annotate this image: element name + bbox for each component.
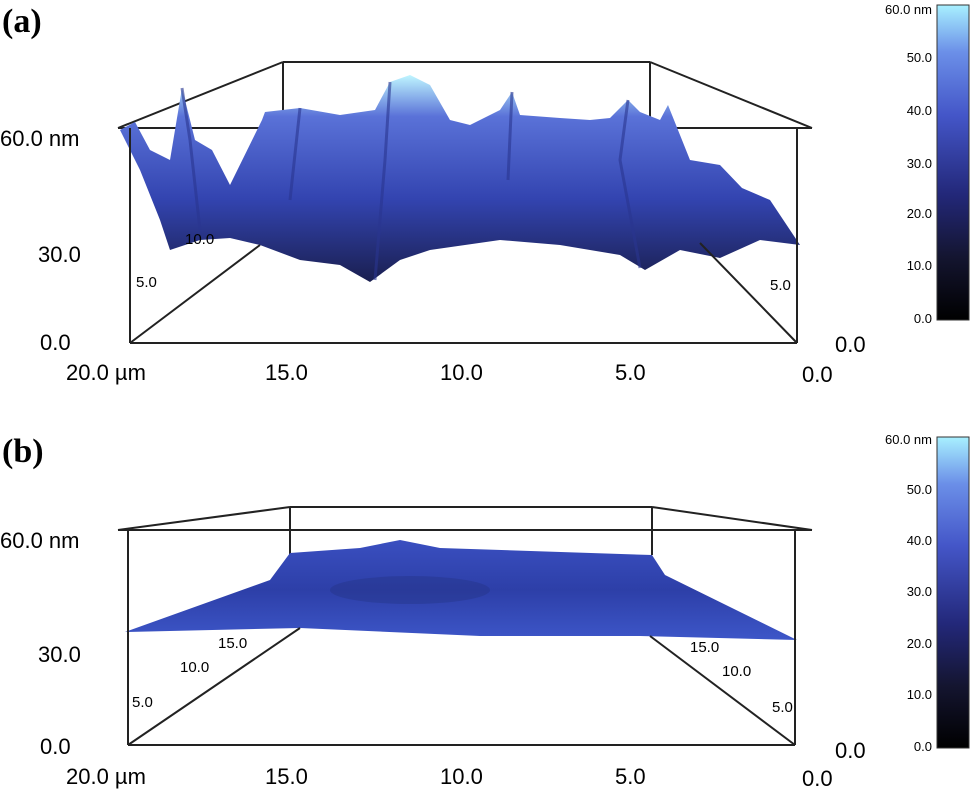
y-label: 15.0 [218, 635, 247, 652]
y-label: 0.0 [835, 738, 866, 763]
colorbar-label: 30.0 [907, 584, 932, 599]
y-label: 5.0 [772, 699, 793, 716]
box-front [129, 128, 798, 344]
panel-b: (b) 60.0 nm 30.0 0.0 20.0 µm 15.0 10.0 5… [0, 432, 970, 791]
y-label: 10.0 [180, 659, 209, 676]
y-label: 10.0 [185, 231, 214, 248]
z-label: 30.0 [38, 242, 81, 267]
y-label: 10.0 [722, 663, 751, 680]
colorbar-label: 30.0 [907, 156, 932, 171]
panel-a: (a) 60.0 nm 30.0 0.0 20.0 µm 15.0 10.0 5… [0, 2, 970, 387]
x-label: 20.0 µm [66, 764, 146, 789]
colorbar-label: 10.0 [907, 687, 932, 702]
surface-shading [330, 576, 490, 604]
x-label: 0.0 [802, 362, 833, 387]
box-front [127, 530, 796, 746]
colorbar-label: 60.0 nm [885, 432, 932, 447]
surface-shading [180, 81, 642, 281]
colorbar-label: 20.0 [907, 206, 932, 221]
x-label: 5.0 [615, 764, 646, 789]
z-label: 0.0 [40, 734, 71, 759]
colorbar [936, 436, 970, 749]
panel-label: (b) [2, 433, 44, 470]
y-label: 5.0 [770, 277, 791, 294]
x-label: 15.0 [265, 764, 308, 789]
colorbar-label: 50.0 [907, 482, 932, 497]
x-label: 10.0 [440, 360, 483, 385]
x-label: 20.0 µm [66, 360, 146, 385]
colorbar-label: 60.0 nm [885, 2, 932, 17]
colorbar [936, 4, 970, 321]
colorbar-label: 40.0 [907, 533, 932, 548]
y-label: 15.0 [690, 639, 719, 656]
panel-label: (a) [2, 3, 42, 40]
z-label: 30.0 [38, 642, 81, 667]
z-label: 0.0 [40, 330, 71, 355]
x-label: 5.0 [615, 360, 646, 385]
box-back [117, 506, 813, 555]
colorbar-label: 0.0 [914, 311, 932, 326]
x-label: 15.0 [265, 360, 308, 385]
colorbar-label: 0.0 [914, 739, 932, 754]
y-label: 0.0 [835, 332, 866, 357]
z-label: 60.0 nm [0, 126, 80, 151]
x-label: 10.0 [440, 764, 483, 789]
colorbar-label: 20.0 [907, 636, 932, 651]
surface [120, 75, 800, 282]
surface [125, 540, 797, 640]
colorbar-label: 10.0 [907, 258, 932, 273]
y-label: 5.0 [132, 694, 153, 711]
z-label: 60.0 nm [0, 528, 80, 553]
x-label: 0.0 [802, 766, 833, 791]
colorbar-label: 40.0 [907, 103, 932, 118]
colorbar-label: 50.0 [907, 50, 932, 65]
y-label: 5.0 [136, 274, 157, 291]
